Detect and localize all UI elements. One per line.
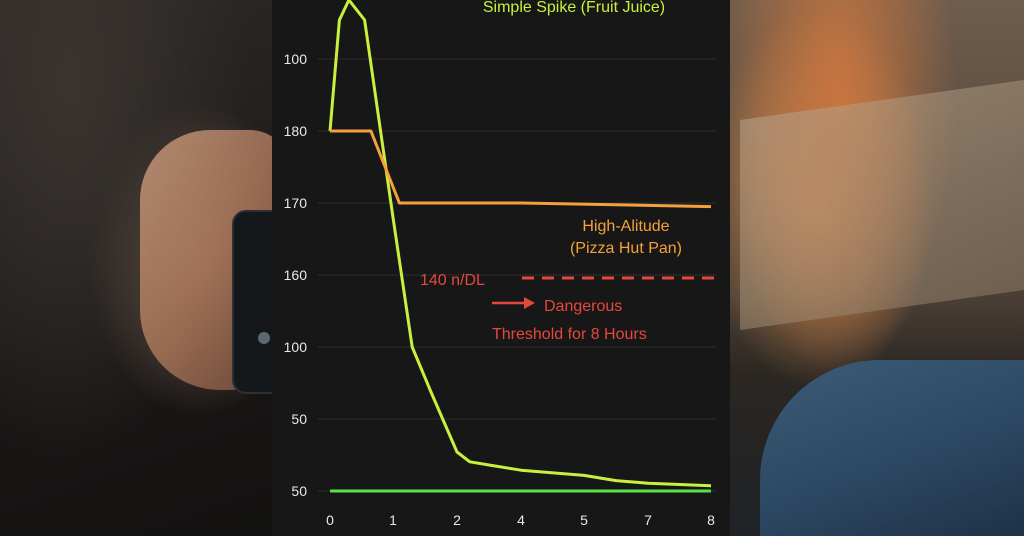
y-tick-label: 50 xyxy=(291,411,307,427)
y-tick-label: 170 xyxy=(284,195,308,211)
threshold-label: 140 n/DL xyxy=(420,272,485,289)
threshold-group: 140 n/DL Dangerous Threshold for 8 Hours xyxy=(420,272,716,343)
x-tick-label: 2 xyxy=(453,512,461,528)
y-tick-label: 100 xyxy=(284,51,308,67)
x-tick-label: 7 xyxy=(644,512,652,528)
x-tick-label: 8 xyxy=(707,512,715,528)
threshold-arrow-icon xyxy=(524,297,535,309)
x-tick-label: 4 xyxy=(517,512,525,528)
grid-lines xyxy=(318,58,716,492)
y-tick-label: 160 xyxy=(284,267,308,283)
x-tick-label: 5 xyxy=(580,512,588,528)
threshold-note-line2: Threshold for 8 Hours xyxy=(492,326,647,343)
x-tick-label: 0 xyxy=(326,512,334,528)
x-tick-label: 1 xyxy=(389,512,397,528)
spike-series-label: Simple Spike (Fruit Juice) xyxy=(483,0,665,16)
y-tick-label: 100 xyxy=(284,339,308,355)
pizza-series-label-line1: High-Alitude xyxy=(582,218,669,235)
phone-button-icon xyxy=(258,332,270,344)
chart-panel xyxy=(272,0,730,536)
series-group xyxy=(328,0,712,493)
annotation-labels: Simple Spike (Fruit Juice) High-Alitude (P… xyxy=(483,0,682,257)
y-tick-label: 180 xyxy=(284,123,308,139)
pizza-series-label-line2: (Pizza Hut Pan) xyxy=(570,240,682,257)
x-axis-ticks: 0 1 2 4 5 7 8 xyxy=(326,512,715,528)
jeans-photo xyxy=(760,360,1024,536)
series-line-1 xyxy=(330,129,712,209)
threshold-note-line1: Dangerous xyxy=(544,298,622,315)
y-axis-ticks: 100 180 170 160 100 50 50 xyxy=(284,51,308,499)
y-tick-label: 50 xyxy=(291,483,307,499)
